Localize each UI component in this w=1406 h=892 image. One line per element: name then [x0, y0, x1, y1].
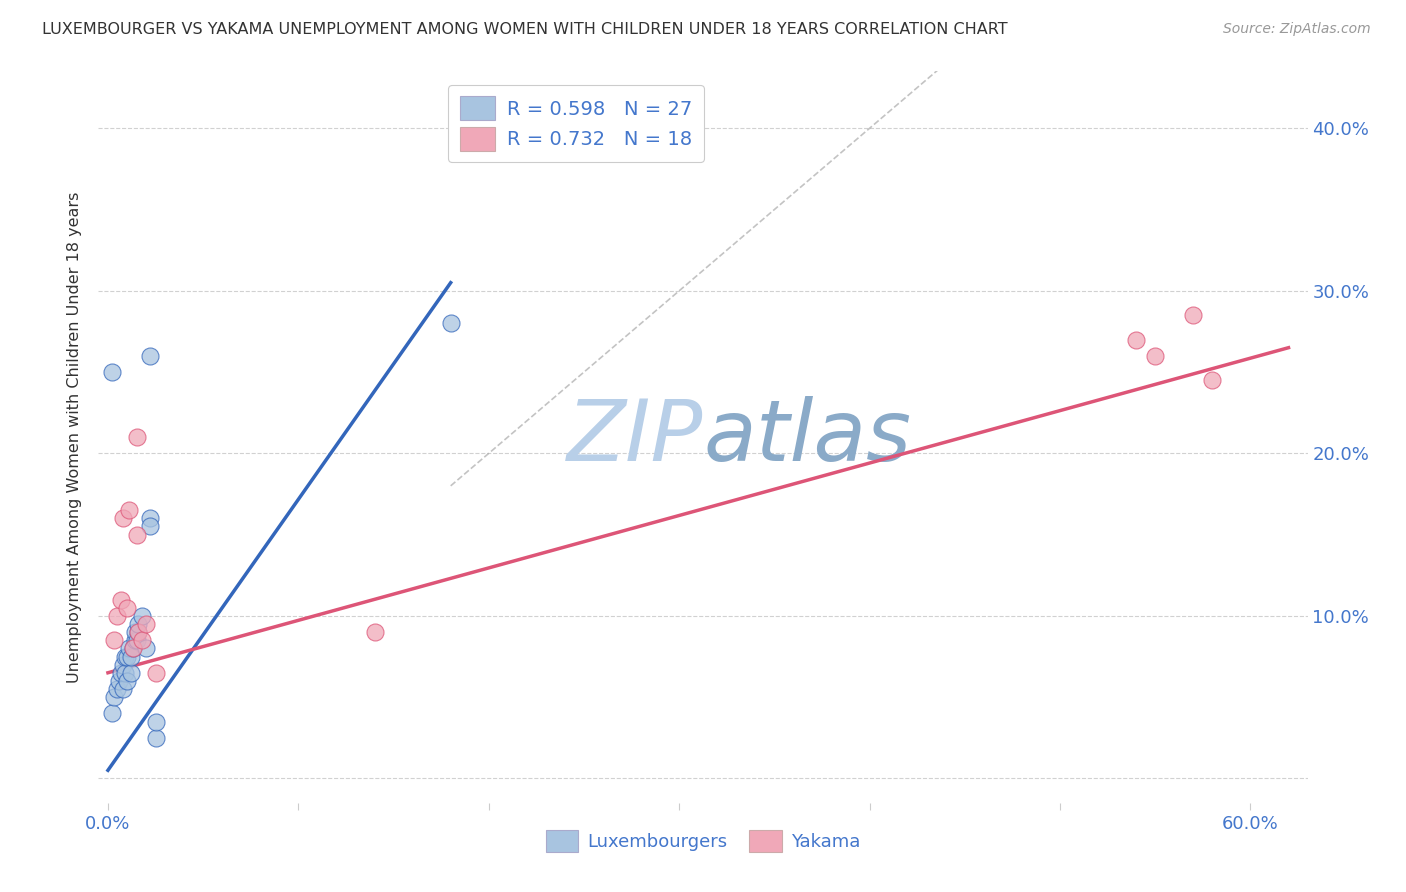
Point [125, 527, 148, 541]
Point [100, 706, 122, 721]
Point [127, 617, 149, 632]
Point [127, 625, 149, 640]
Point [107, 681, 129, 696]
Point [127, 625, 149, 640]
Point [139, 511, 162, 525]
Point [112, 511, 135, 525]
Point [124, 633, 146, 648]
Text: Source: ZipAtlas.com: Source: ZipAtlas.com [1223, 22, 1371, 37]
Y-axis label: Unemployment Among Women with Children Under 18 years: Unemployment Among Women with Children U… [67, 192, 83, 682]
Point [1182, 308, 1205, 322]
Point [131, 633, 153, 648]
Point [115, 600, 138, 615]
Point [145, 714, 167, 729]
Point [120, 665, 142, 680]
Point [125, 430, 148, 444]
Text: atlas: atlas [703, 395, 911, 479]
Point [1144, 349, 1167, 363]
Point [103, 690, 125, 705]
Point [120, 649, 142, 664]
Point [114, 665, 136, 680]
Point [107, 608, 129, 623]
Point [1201, 373, 1223, 387]
Point [115, 673, 138, 688]
Point [440, 316, 463, 330]
Point [115, 649, 138, 664]
Point [121, 641, 143, 656]
Point [1125, 333, 1147, 347]
Point [118, 641, 141, 656]
Point [125, 633, 148, 648]
Point [110, 592, 132, 607]
Point [110, 665, 132, 680]
Text: LUXEMBOURGER VS YAKAMA UNEMPLOYMENT AMONG WOMEN WITH CHILDREN UNDER 18 YEARS COR: LUXEMBOURGER VS YAKAMA UNEMPLOYMENT AMON… [42, 22, 1008, 37]
Point [139, 349, 162, 363]
Point [108, 673, 131, 688]
Point [363, 625, 385, 640]
Point [118, 503, 141, 517]
Point [112, 657, 135, 672]
Point [139, 519, 162, 533]
Point [145, 731, 167, 745]
Point [145, 665, 167, 680]
Point [121, 641, 143, 656]
Legend: Luxembourgers, Yakama: Luxembourgers, Yakama [538, 823, 868, 860]
Text: ZIP: ZIP [567, 395, 703, 479]
Point [112, 681, 135, 696]
Point [114, 649, 136, 664]
Point [124, 625, 146, 640]
Point [100, 365, 122, 379]
Point [135, 641, 157, 656]
Point [135, 617, 157, 632]
Point [131, 608, 153, 623]
Point [103, 633, 125, 648]
